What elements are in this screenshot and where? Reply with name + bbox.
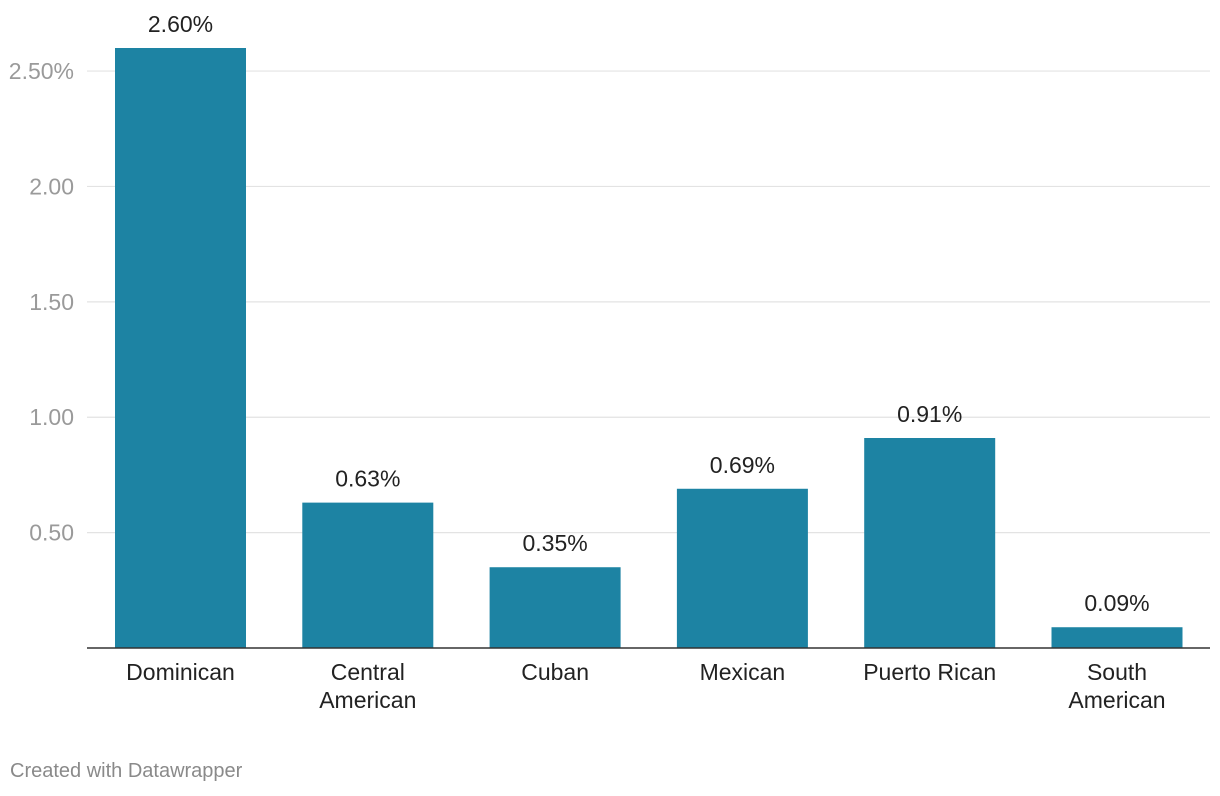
credit-text: Created with Datawrapper <box>10 760 243 782</box>
y-tick-label: 1.00 <box>29 404 74 430</box>
y-tick-label: 1.50 <box>29 289 74 315</box>
value-label: 0.69% <box>710 452 775 478</box>
bar <box>1051 627 1183 648</box>
category-label: Dominican <box>126 659 235 685</box>
y-tick-label: 2.00 <box>29 173 74 199</box>
category-label: Cuban <box>521 659 589 685</box>
bars <box>115 48 1183 648</box>
value-labels: 2.60% 0.63% 0.35% 0.69% 0.91% 0.09% <box>148 11 1150 616</box>
bar <box>115 48 246 648</box>
category-label-line: Central <box>331 659 405 685</box>
value-label: 0.63% <box>335 466 400 492</box>
y-axis: 0.50 1.00 1.50 2.00 2.50% <box>9 58 74 546</box>
value-label: 2.60% <box>148 11 213 37</box>
category-label-line: American <box>319 687 416 713</box>
bar <box>676 488 808 648</box>
category-label-line: South <box>1087 659 1147 685</box>
category-label: Puerto Rican <box>863 659 996 685</box>
value-label: 0.35% <box>522 530 587 556</box>
category-label-line: Puerto Rican <box>863 659 996 685</box>
category-label-line: American <box>1068 687 1165 713</box>
bar <box>489 567 621 648</box>
y-tick-label: 0.50 <box>29 520 74 546</box>
category-label: South American <box>1068 659 1165 713</box>
gridlines <box>87 70 1210 534</box>
category-label: Central American <box>319 659 416 713</box>
category-label-line: Cuban <box>521 659 589 685</box>
y-tick-label: 2.50% <box>9 58 74 84</box>
bar <box>302 502 434 648</box>
value-label: 0.09% <box>1084 590 1149 616</box>
value-label: 0.91% <box>897 401 962 427</box>
category-label-line: Mexican <box>700 659 786 685</box>
category-label: Mexican <box>700 659 786 685</box>
bar <box>864 438 996 648</box>
category-label-line: Dominican <box>126 659 235 685</box>
